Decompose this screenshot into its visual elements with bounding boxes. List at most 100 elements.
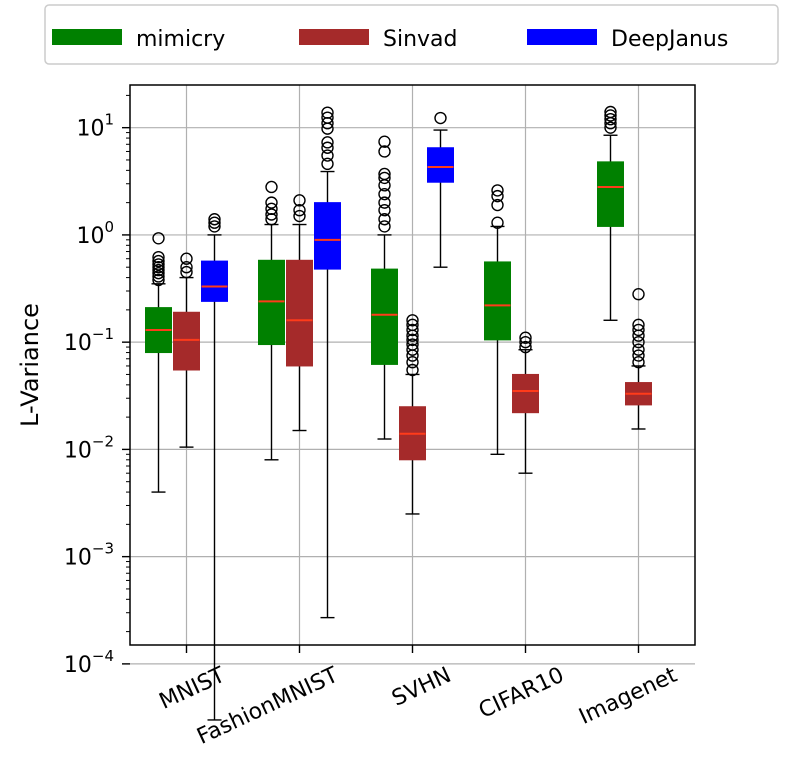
box-deepjanus-fashionmnist xyxy=(314,106,341,619)
y-tick-label: 10−4 xyxy=(64,647,114,678)
outlier-point xyxy=(378,167,391,181)
box-sinvad-fashionmnist xyxy=(286,194,313,432)
box-mimicry-mnist xyxy=(145,232,172,493)
outlier-point xyxy=(265,196,278,209)
outlier-point xyxy=(378,204,391,217)
outlier-point xyxy=(406,333,419,347)
outlier-point xyxy=(321,111,334,124)
outlier-point xyxy=(491,198,504,212)
outlier-point xyxy=(152,258,165,271)
outlier-point xyxy=(321,157,334,171)
box-iqr xyxy=(258,259,285,346)
legend-swatch-deepjanus xyxy=(527,29,597,45)
outlier-point xyxy=(208,216,221,229)
outlier-point xyxy=(406,363,419,377)
box-sinvad-cifar10 xyxy=(512,331,539,474)
outlier-point xyxy=(180,261,193,274)
box-mimicry-cifar10 xyxy=(484,184,511,456)
outlier-point xyxy=(491,189,504,203)
x-tick-label: CIFAR10 xyxy=(475,663,568,724)
y-tick-label-exponent: 0 xyxy=(104,218,114,236)
legend-swatch-sinvad xyxy=(299,29,369,45)
legend-frame xyxy=(44,4,779,65)
outlier-point xyxy=(208,220,221,233)
y-tick-label: 100 xyxy=(76,218,114,249)
y-tick-label: 10−2 xyxy=(64,432,114,463)
outlier-point xyxy=(321,136,334,149)
x-tick-label: Imagenet xyxy=(575,663,681,730)
boxes xyxy=(145,105,652,721)
outlier-point xyxy=(180,252,193,265)
box-iqr xyxy=(512,373,539,414)
outlier-point xyxy=(406,323,419,337)
box-iqr xyxy=(173,311,200,371)
outlier-point xyxy=(604,105,617,119)
outlier-point xyxy=(152,263,165,277)
legend-label-deepjanus: DeepJanus xyxy=(611,27,728,52)
x-tick-label: MNIST xyxy=(156,663,230,715)
box-sinvad-imagenet xyxy=(625,288,652,430)
outlier-point xyxy=(321,141,334,154)
y-axis-label: L-Variance xyxy=(16,303,44,427)
outlier-point xyxy=(208,213,221,226)
outlier-point xyxy=(434,111,447,125)
outlier-point xyxy=(632,349,645,362)
y-tick-label-base: 10 xyxy=(64,438,92,463)
x-tick-label: SVHN xyxy=(388,663,455,712)
outlier-point xyxy=(406,318,419,332)
outlier-point xyxy=(152,254,165,268)
outlier-point xyxy=(519,335,532,349)
outlier-point xyxy=(632,356,645,369)
outlier-point xyxy=(632,343,645,356)
y-tick-label-base: 10 xyxy=(64,653,92,678)
outlier-point xyxy=(406,314,419,327)
box-deepjanus-mnist xyxy=(201,213,228,721)
y-tick-label: 10−1 xyxy=(64,325,114,356)
box-iqr xyxy=(314,202,341,270)
outlier-point xyxy=(632,323,645,337)
outlier-point xyxy=(321,106,334,119)
y-tick-label-base: 10 xyxy=(76,117,104,142)
y-tick-label: 101 xyxy=(76,111,114,142)
outlier-point xyxy=(406,338,419,351)
y-tick-label-exponent: 1 xyxy=(104,111,114,129)
y-tick-label-exponent: −4 xyxy=(92,647,114,665)
outlier-point xyxy=(406,356,419,369)
outlier-point xyxy=(152,232,165,245)
box-sinvad-mnist xyxy=(173,252,200,448)
outlier-point xyxy=(491,184,504,197)
outlier-point xyxy=(378,187,391,201)
box-mimicry-imagenet xyxy=(597,105,624,321)
box-iqr xyxy=(427,147,454,183)
outlier-point xyxy=(378,145,391,158)
outlier-point xyxy=(378,135,391,148)
y-tick-label-base: 10 xyxy=(64,331,92,356)
outlier-point xyxy=(152,270,165,283)
y-tick-label: 10−3 xyxy=(64,540,114,571)
outlier-point xyxy=(378,220,391,233)
outlier-point xyxy=(378,196,391,209)
y-tick-label-base: 10 xyxy=(64,546,92,571)
box-iqr xyxy=(597,161,624,227)
outlier-point xyxy=(632,335,645,349)
box-mimicry-svhn xyxy=(371,135,398,440)
outlier-point xyxy=(632,318,645,332)
legend-label-sinvad: Sinvad xyxy=(383,27,458,52)
outlier-point xyxy=(152,273,165,287)
outlier-point xyxy=(604,109,617,122)
outlier-point xyxy=(378,213,391,226)
outlier-point xyxy=(180,265,193,279)
box-iqr xyxy=(201,260,228,302)
outlier-point xyxy=(406,343,419,356)
outlier-point xyxy=(152,250,165,264)
outlier-point xyxy=(293,204,306,217)
y-tick-label-exponent: −3 xyxy=(92,540,114,558)
outlier-point xyxy=(265,208,278,221)
outlier-point xyxy=(152,266,165,280)
outlier-point xyxy=(604,112,617,126)
outlier-point xyxy=(293,209,306,223)
y-tick-label-exponent: −1 xyxy=(92,325,114,343)
outlier-point xyxy=(293,194,306,207)
